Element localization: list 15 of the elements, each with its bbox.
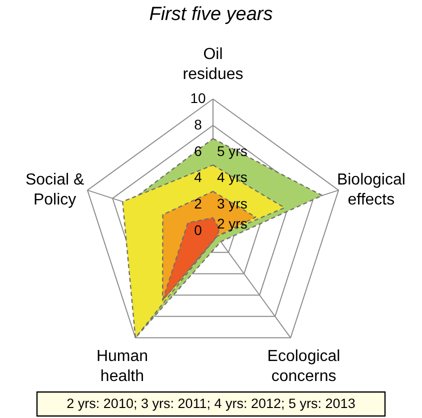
spoke-label: Social & Policy [25, 172, 84, 209]
spoke-label: Ecological concerns [267, 348, 340, 385]
y-tick-label: 4 [194, 169, 202, 186]
spoke-label: Oil residues [182, 46, 244, 84]
y-tick-label: 8 [194, 116, 202, 132]
series-label: 2 yrs [217, 215, 248, 232]
spoke-label: Biological effects [336, 172, 406, 209]
text: 2 yrs: 2010; 3 yrs: 2011; 4 yrs: 2012; 5 yrs: 2013 [66, 396, 356, 411]
y-tick-label: 10 [190, 90, 206, 106]
spoke-label: Human health [96, 348, 148, 385]
series-label: 3 yrs [217, 196, 248, 212]
y-tick-label: 2 [194, 196, 202, 212]
series-label: 4 yrs [217, 169, 248, 186]
y-tick-label: 0 [194, 222, 202, 238]
chart-title: First five years [149, 4, 274, 25]
